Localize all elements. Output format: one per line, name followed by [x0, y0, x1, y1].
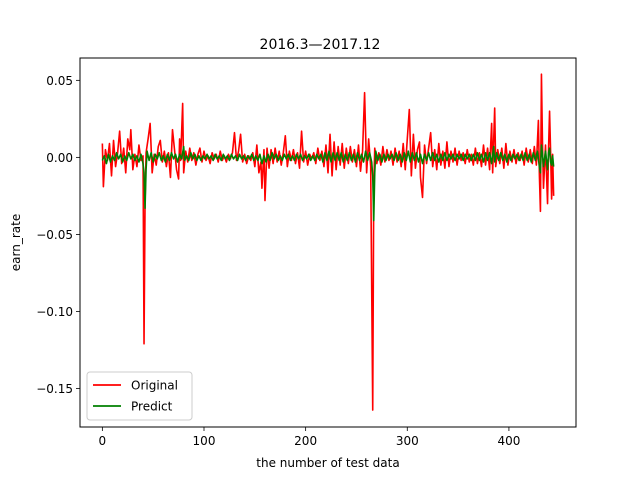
chart-title: 2016.3—2017.12 [260, 37, 381, 53]
y-axis: 0.05 0.00 −0.05 −0.10 −0.15 [36, 74, 80, 396]
series-line-original [101, 73, 555, 411]
x-tick-label: 0 [99, 434, 107, 448]
x-axis: 0 100 200 300 400 [99, 427, 520, 448]
y-tick-label: −0.15 [36, 382, 73, 396]
x-axis-label: the number of test data [256, 456, 399, 470]
x-tick-label: 200 [294, 434, 317, 448]
series-line-predict [101, 144, 555, 222]
y-tick-label: −0.10 [36, 305, 73, 319]
y-axis-label: earn_rate [9, 214, 23, 271]
y-tick-label: 0.00 [46, 151, 73, 165]
x-tick-label: 300 [396, 434, 419, 448]
legend-box [86, 371, 193, 421]
legend-label-predict: Predict [131, 400, 173, 414]
plot-area [101, 73, 555, 411]
y-tick-label: −0.05 [36, 228, 73, 242]
legend: Original Predict [86, 371, 193, 421]
y-tick-label: 0.05 [46, 74, 73, 88]
x-tick-label: 100 [193, 434, 216, 448]
x-tick-label: 400 [497, 434, 520, 448]
legend-label-original: Original [131, 379, 178, 393]
plot-frame [79, 57, 577, 428]
